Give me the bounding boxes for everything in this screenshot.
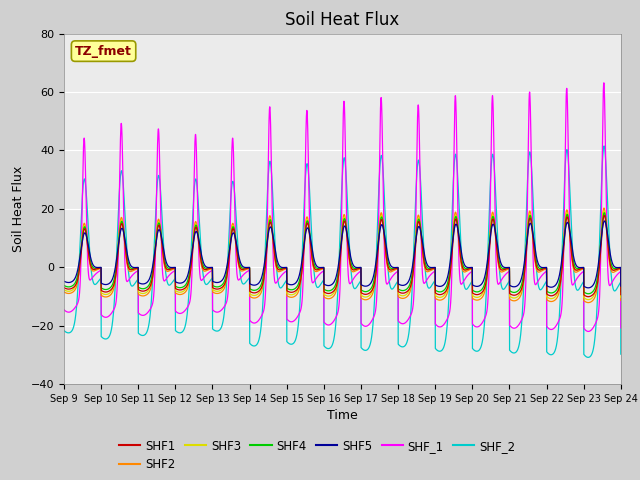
SHF2 [467,266,475,272]
SHF5 [587,285,595,290]
X-axis label: Time: Time [327,409,358,422]
SHF3 [324,293,332,299]
SHF1 [617,292,625,298]
SHF5 [483,264,490,269]
SHF_2 [587,353,595,359]
SHF5 [601,218,609,224]
SHF_1 [60,307,68,312]
SHF1 [60,285,68,290]
SHF3 [600,208,608,214]
SHF4 [483,269,490,275]
SHF5 [60,278,68,284]
SHF5 [324,283,332,288]
Legend: SHF1, SHF2, SHF3, SHF4, SHF5, SHF_1, SHF_2: SHF1, SHF2, SHF3, SHF4, SHF5, SHF_1, SHF… [115,435,520,476]
SHF4 [584,291,592,297]
SHF_1 [324,322,332,328]
SHF3 [594,276,602,282]
SHF1 [324,290,332,296]
SHF5 [584,285,592,291]
SHF_2 [617,351,625,357]
Text: TZ_fmet: TZ_fmet [75,45,132,58]
SHF_1 [483,310,490,315]
SHF2 [617,298,625,303]
SHF3 [587,296,595,302]
SHF3 [584,297,592,302]
SHF_2 [467,280,475,286]
SHF1 [584,294,592,300]
SHF_1 [584,328,592,334]
SHF_1 [250,320,257,326]
SHF_2 [584,355,592,360]
SHF5 [617,283,625,289]
SHF2 [594,283,602,288]
Line: SHF4: SHF4 [64,213,621,294]
SHF_1 [600,80,608,86]
SHF1 [250,290,257,296]
SHF3 [483,271,490,276]
Line: SHF_1: SHF_1 [64,83,621,331]
Line: SHF_2: SHF_2 [64,146,621,358]
SHF5 [250,282,257,288]
SHF1 [587,293,595,299]
Y-axis label: Soil Heat Flux: Soil Heat Flux [12,166,25,252]
SHF2 [250,295,257,301]
Line: SHF2: SHF2 [64,208,621,302]
SHF_2 [594,296,602,301]
SHF4 [60,283,68,288]
SHF2 [584,300,592,305]
SHF_1 [467,269,475,275]
SHF3 [250,292,257,298]
SHF1 [467,265,475,271]
SHF_2 [324,346,332,351]
SHF2 [60,289,68,295]
Line: SHF3: SHF3 [64,211,621,300]
SHF1 [594,280,602,286]
SHF1 [600,212,608,218]
Line: SHF5: SHF5 [64,221,621,288]
SHF2 [600,205,608,211]
SHF4 [467,265,475,271]
SHF4 [324,288,332,294]
SHF4 [600,210,608,216]
SHF4 [587,290,595,296]
SHF2 [483,276,490,282]
SHF_2 [600,143,608,149]
SHF3 [467,265,475,271]
SHF1 [483,276,490,281]
Title: Soil Heat Flux: Soil Heat Flux [285,11,399,29]
SHF2 [324,296,332,301]
SHF_2 [60,328,68,334]
SHF_1 [617,325,625,331]
SHF2 [587,299,595,305]
Line: SHF1: SHF1 [64,215,621,297]
SHF5 [467,264,475,270]
SHF4 [617,289,625,295]
SHF_1 [587,328,595,334]
SHF3 [617,295,625,300]
SHF4 [594,274,602,280]
SHF_1 [594,315,602,321]
SHF4 [250,288,257,293]
SHF5 [594,267,602,273]
SHF_2 [483,280,490,286]
SHF_2 [250,343,257,349]
SHF3 [60,287,68,292]
